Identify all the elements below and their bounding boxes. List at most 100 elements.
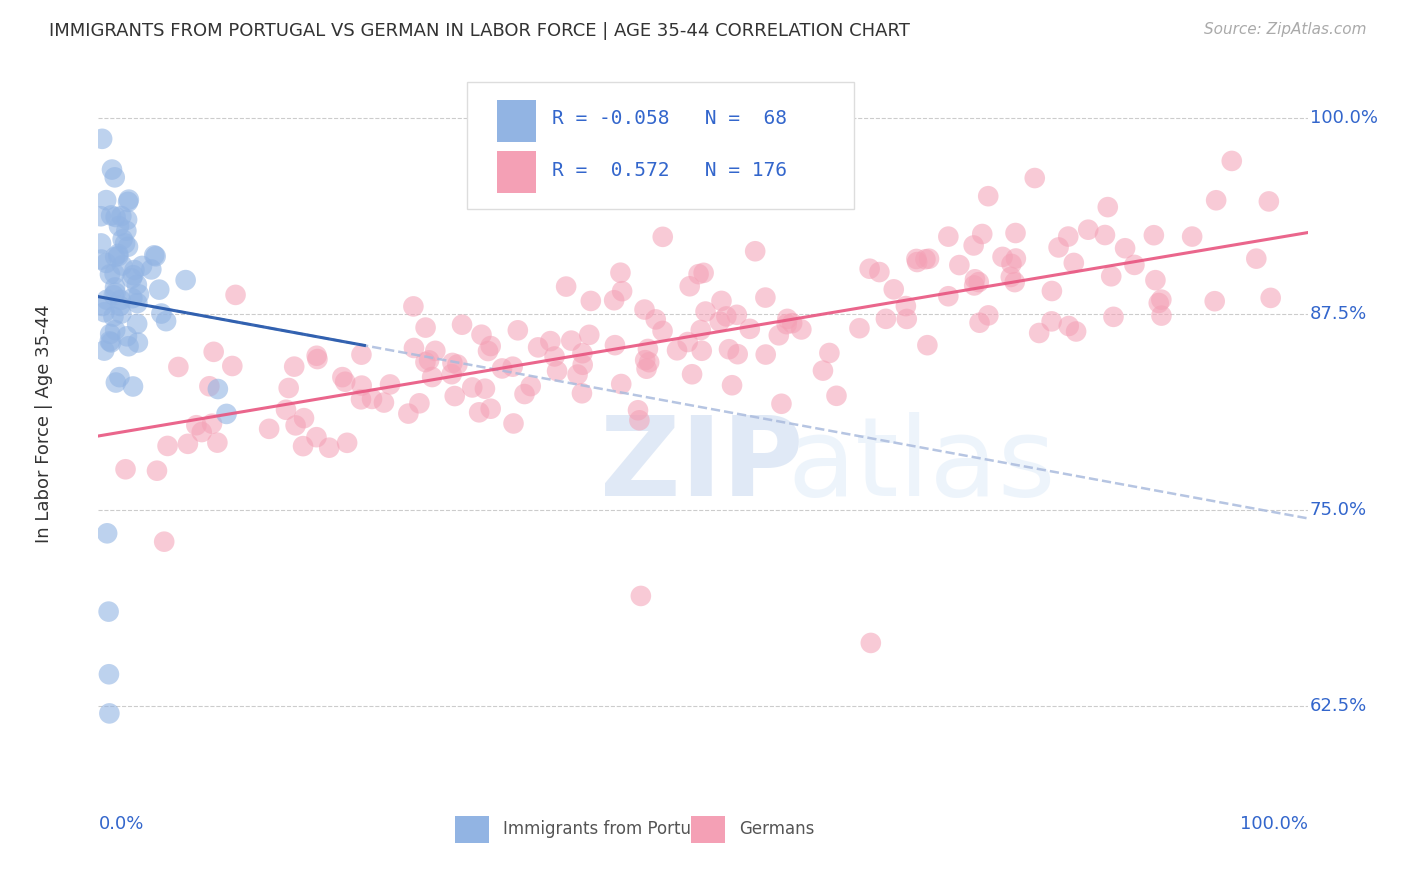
Point — [538, 334, 561, 348]
Text: R =  0.572   N = 176: R = 0.572 N = 176 — [551, 161, 787, 179]
Point — [666, 343, 689, 358]
Point — [725, 308, 748, 322]
Point — [917, 338, 939, 352]
Text: In Labor Force | Age 35-44: In Labor Force | Age 35-44 — [35, 304, 53, 543]
Point — [717, 343, 740, 357]
Point — [578, 327, 600, 342]
Point — [651, 230, 673, 244]
Point — [710, 293, 733, 308]
Bar — [690, 816, 724, 843]
Point — [402, 341, 425, 355]
Point — [477, 344, 499, 359]
Point — [207, 435, 229, 450]
Point — [150, 307, 173, 321]
Point — [125, 277, 148, 292]
Point — [148, 283, 170, 297]
Point — [603, 293, 626, 308]
Text: R = -0.058   N =  68: R = -0.058 N = 68 — [551, 109, 787, 128]
Point — [977, 189, 1000, 203]
Point — [104, 250, 127, 264]
Point — [1024, 171, 1046, 186]
Point — [914, 252, 936, 267]
Point — [811, 363, 834, 377]
Point — [461, 380, 484, 394]
Point — [117, 240, 139, 254]
Point — [96, 256, 118, 270]
Point — [190, 425, 212, 439]
Point — [425, 343, 447, 358]
Point — [141, 262, 163, 277]
Point — [502, 359, 524, 374]
Point — [681, 368, 703, 382]
Point — [1005, 252, 1028, 266]
Point — [104, 376, 127, 390]
Point — [633, 302, 655, 317]
Text: atlas: atlas — [787, 412, 1056, 519]
Point — [963, 272, 986, 286]
Point — [1205, 194, 1227, 208]
Point — [332, 370, 354, 384]
Point — [115, 224, 138, 238]
Point — [186, 418, 208, 433]
Point — [1094, 227, 1116, 242]
Point — [848, 321, 870, 335]
Point — [108, 299, 131, 313]
Point — [97, 667, 120, 681]
Point — [1057, 319, 1080, 334]
Bar — [456, 816, 489, 843]
Point — [143, 248, 166, 262]
Point — [408, 396, 430, 410]
Point — [474, 382, 496, 396]
Point — [527, 340, 550, 354]
Point — [121, 271, 143, 285]
Text: 100.0%: 100.0% — [1310, 110, 1378, 128]
Point — [418, 353, 440, 368]
Point — [634, 353, 657, 368]
Point — [1047, 240, 1070, 254]
Point — [610, 284, 633, 298]
Point — [571, 386, 593, 401]
Text: 100.0%: 100.0% — [1240, 814, 1308, 833]
Point — [201, 417, 224, 431]
Point — [883, 282, 905, 296]
Point — [894, 299, 917, 313]
Point — [446, 358, 468, 372]
FancyBboxPatch shape — [467, 82, 855, 209]
Point — [415, 355, 437, 369]
Point — [127, 317, 149, 331]
Point — [755, 347, 778, 361]
Point — [124, 263, 146, 277]
Point — [1040, 284, 1063, 298]
Point — [1150, 293, 1173, 307]
Point — [1257, 194, 1279, 209]
Point — [1000, 257, 1022, 271]
Point — [100, 209, 122, 223]
Point — [104, 210, 127, 224]
Point — [122, 379, 145, 393]
Point — [451, 318, 474, 332]
Point — [90, 236, 112, 251]
Point — [117, 339, 139, 353]
Point — [1246, 252, 1268, 266]
Point — [103, 310, 125, 324]
Point — [98, 706, 121, 721]
Point — [738, 322, 761, 336]
Point — [420, 370, 443, 384]
Point — [441, 356, 464, 370]
Point — [948, 258, 970, 272]
Point — [690, 343, 713, 358]
Point — [207, 382, 229, 396]
Point — [277, 381, 299, 395]
Point — [905, 255, 928, 269]
Point — [114, 462, 136, 476]
Text: ZIP: ZIP — [600, 412, 804, 519]
Point — [202, 344, 225, 359]
Point — [110, 209, 132, 223]
Point — [155, 314, 177, 328]
Point — [156, 439, 179, 453]
Point — [121, 291, 143, 305]
Point — [716, 310, 738, 324]
Point — [692, 266, 714, 280]
Point — [1102, 310, 1125, 324]
Text: IMMIGRANTS FROM PORTUGAL VS GERMAN IN LABOR FORCE | AGE 35-44 CORRELATION CHART: IMMIGRANTS FROM PORTUGAL VS GERMAN IN LA… — [49, 22, 910, 40]
